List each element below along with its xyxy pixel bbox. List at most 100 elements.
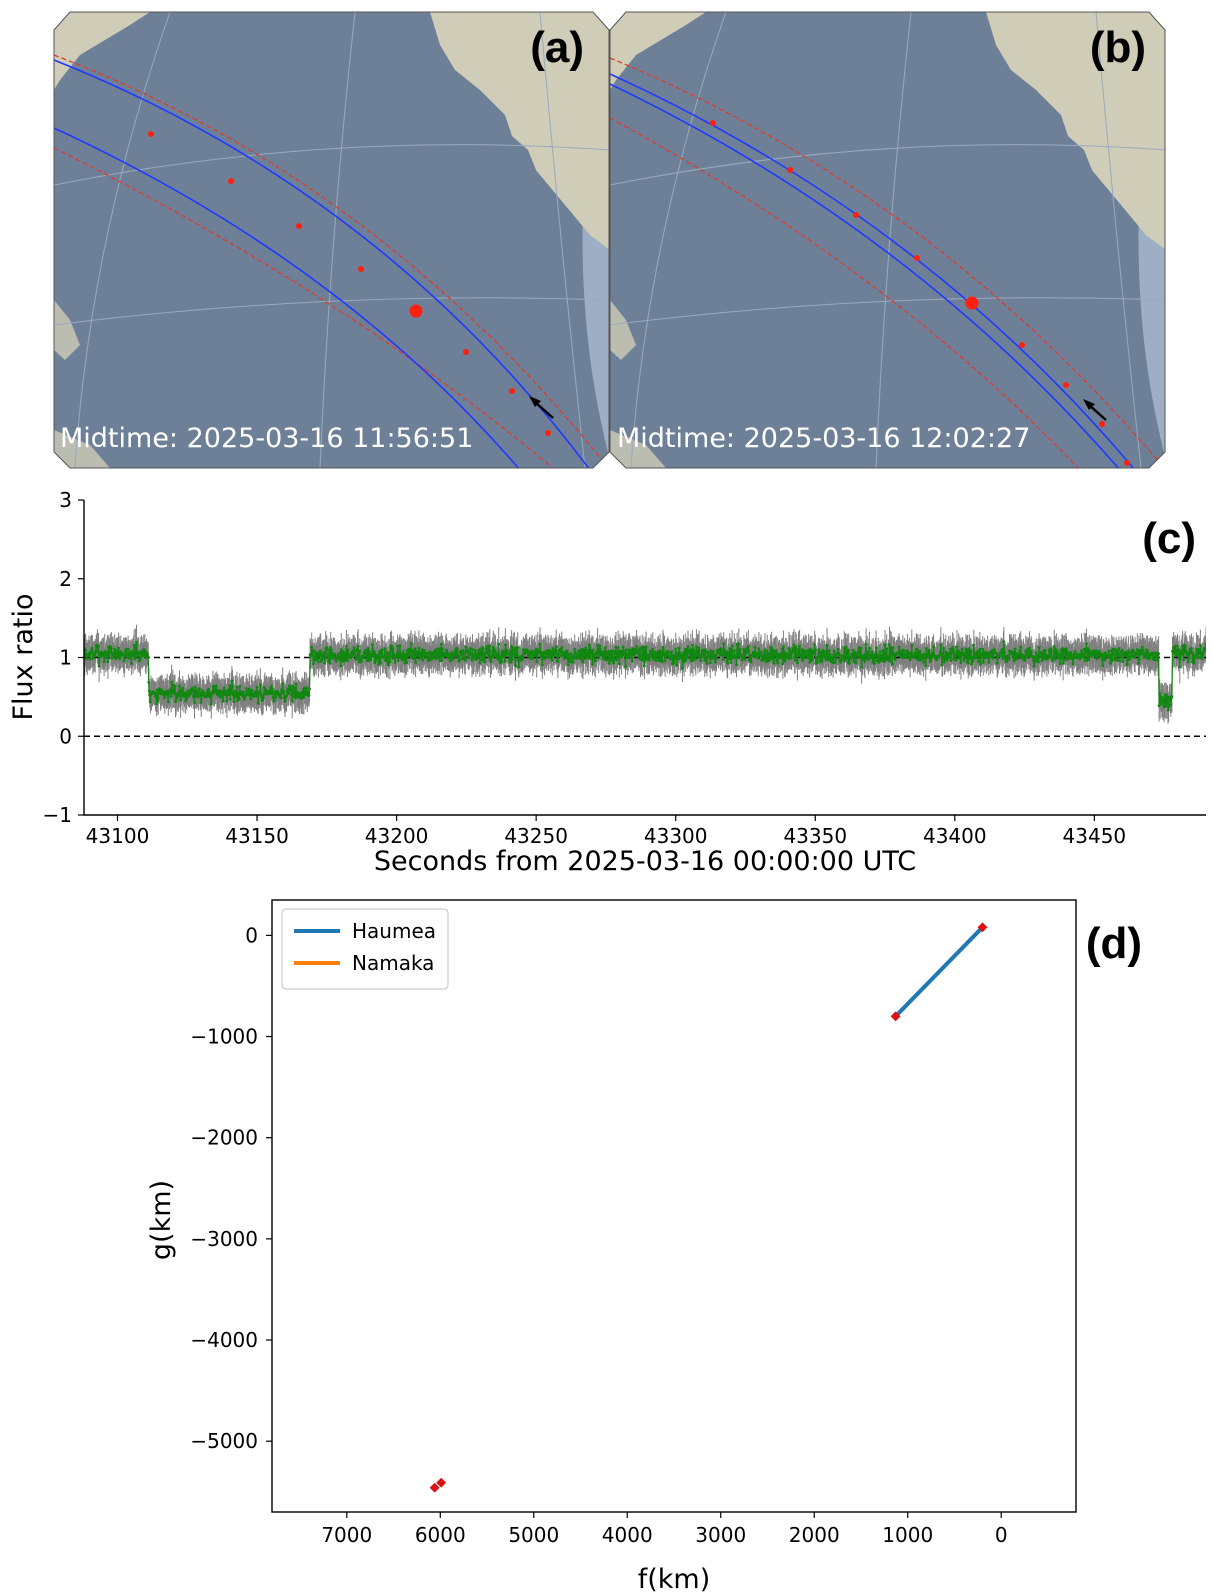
flux-point	[773, 654, 776, 657]
flux-point	[1087, 649, 1091, 652]
flux-point	[358, 649, 362, 653]
flux-point	[423, 649, 426, 652]
flux-point	[336, 656, 339, 660]
flux-point	[692, 648, 695, 652]
flux-point	[302, 696, 306, 699]
flux-point	[672, 661, 676, 665]
flux-point	[300, 690, 304, 694]
flux-point	[681, 666, 684, 670]
flux-point	[832, 649, 836, 653]
lightcurve-y-ticks: 3 2 1 0 −1	[43, 488, 84, 827]
flux-point	[342, 653, 345, 657]
flux-point	[169, 695, 173, 698]
flux-point	[1001, 657, 1005, 660]
flux-point	[287, 691, 291, 695]
flux-point	[497, 642, 501, 646]
flux-point	[569, 652, 573, 655]
flux-point	[143, 648, 147, 652]
flux-point	[319, 660, 323, 663]
flux-point	[97, 664, 101, 668]
flux-point	[356, 647, 359, 651]
flux-point	[209, 702, 213, 706]
flux-point	[246, 690, 250, 694]
y-tick-label: −2000	[190, 1126, 258, 1150]
flux-point	[516, 646, 520, 649]
lightcurve-x-axis-title: Seconds from 2025-03-16 00:00:00 UTC	[374, 846, 916, 877]
y-tick-label: 2	[59, 567, 72, 591]
flux-point	[813, 648, 817, 652]
flux-point	[995, 661, 999, 665]
flux-point	[995, 652, 999, 655]
flux-point	[788, 648, 792, 652]
flux-point	[116, 655, 120, 659]
flux-point	[535, 653, 539, 657]
flux-point	[924, 647, 928, 650]
flux-point	[1119, 656, 1122, 660]
flux-point	[948, 655, 952, 659]
x-tick-label: 2000	[789, 1523, 840, 1547]
shadow-center-marker-icon	[965, 296, 979, 310]
flux-point	[497, 657, 501, 661]
flux-point	[257, 690, 261, 694]
flux-point	[691, 659, 695, 662]
flux-point	[189, 692, 193, 696]
flux-point	[825, 643, 829, 647]
flux-point	[812, 652, 815, 656]
flux-point	[1161, 702, 1165, 706]
flux-point	[552, 653, 556, 657]
flux-point	[703, 648, 707, 652]
flux-point	[515, 652, 519, 656]
flux-point	[1199, 643, 1202, 647]
flux-point	[1023, 659, 1027, 662]
flux-point	[587, 643, 591, 647]
flux-point	[806, 656, 810, 660]
flux-point	[478, 661, 482, 665]
midtime-label-b: Midtime: 2025-03-16 12:02:27	[617, 423, 1030, 454]
maps-figure: Midtime: 2025-03-16 11:56:51 (a)	[53, 11, 1166, 469]
flux-point	[780, 647, 784, 651]
flux-point	[380, 650, 383, 654]
flux-point	[328, 662, 332, 665]
flux-point	[504, 643, 507, 647]
flux-point	[624, 648, 628, 652]
flux-point	[963, 651, 967, 655]
flux-point	[1125, 663, 1129, 666]
chord-endpoint-marker	[890, 1011, 901, 1022]
flux-point	[538, 642, 542, 646]
flux-point	[971, 660, 975, 663]
flux-point	[578, 654, 582, 658]
flux-point	[1146, 649, 1149, 652]
flux-point	[858, 649, 862, 652]
flux-point	[104, 656, 108, 660]
flux-point	[921, 656, 925, 659]
flux-point	[562, 657, 566, 660]
flux-point	[1124, 651, 1128, 655]
flux-point	[1192, 662, 1196, 665]
flux-point	[851, 648, 855, 652]
flux-point	[319, 649, 323, 653]
flux-point	[134, 644, 137, 647]
flux-point	[356, 645, 360, 648]
x-tick-label: 43150	[225, 824, 289, 848]
flux-point	[1100, 652, 1103, 656]
flux-point	[629, 649, 633, 652]
flux-point	[1094, 649, 1098, 652]
flux-point	[398, 644, 402, 648]
flux-point	[1190, 646, 1193, 650]
flux-point	[293, 686, 297, 690]
flux-point	[380, 648, 384, 652]
flux-point	[521, 648, 525, 651]
flux-point	[535, 660, 539, 664]
flux-point	[170, 680, 174, 684]
flux-point	[187, 689, 190, 692]
flux-point	[791, 650, 794, 654]
flux-point	[899, 650, 903, 654]
flux-point	[234, 689, 238, 693]
flux-point	[460, 653, 464, 657]
flux-point	[1107, 649, 1111, 653]
x-tick-label: 7000	[321, 1523, 372, 1547]
shadow-path-north	[54, 59, 591, 468]
flux-point	[487, 650, 491, 654]
flux-point	[118, 655, 122, 659]
flux-point	[298, 691, 302, 695]
